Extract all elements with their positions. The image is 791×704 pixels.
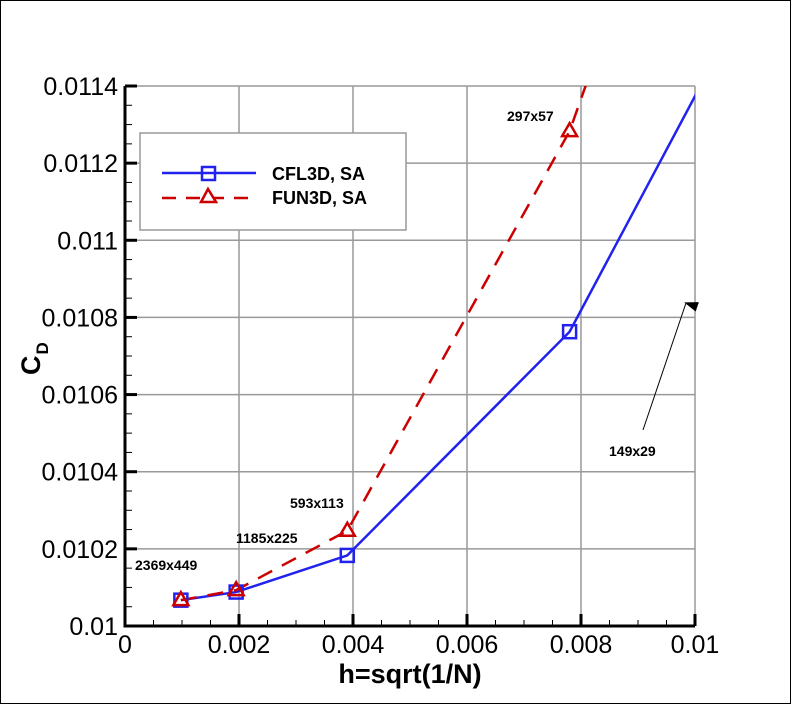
- x-tick-label: 0.006: [436, 631, 499, 659]
- y-tick-label: 0.0106: [42, 382, 118, 410]
- square-marker-icon: [339, 547, 356, 564]
- triangle-marker-icon: [337, 520, 357, 537]
- annotation-1185x225: 1185x225: [236, 530, 298, 546]
- arrow-149x29: [642, 302, 699, 431]
- x-tick-label: 0.004: [322, 631, 385, 659]
- plot-markers: [171, 120, 580, 608]
- x-tick-label: 0.002: [208, 631, 271, 659]
- x-tick-label: 0: [118, 631, 132, 659]
- x-tick-label: 0.008: [550, 631, 613, 659]
- triangle-marker-icon: [559, 120, 580, 138]
- y-tick-label: 0.011: [57, 227, 118, 255]
- grid-lines: [125, 85, 696, 626]
- y-tick-label: 0.0102: [42, 536, 118, 564]
- y-tick-label: 0.0114: [43, 73, 118, 101]
- point-annotations: 2369x449 1185x225 593x113 297x57 149x29: [135, 108, 699, 573]
- y-tick-label: 0.0104: [42, 459, 119, 487]
- series-line-1: [180, 86, 587, 602]
- legend-square-icon: [200, 165, 217, 182]
- annotation-2369x449: 2369x449: [135, 557, 198, 573]
- plot-series: [180, 86, 695, 602]
- axis-titles: h=sqrt(1/N) CD: [16, 342, 482, 689]
- annotation-149x29: 149x29: [609, 443, 656, 459]
- y-axis-title-subscript: D: [33, 342, 52, 354]
- legend-triangle-icon: [198, 186, 219, 204]
- y-axis-title: CD: [16, 342, 52, 375]
- triangle-marker-icon: [171, 589, 191, 607]
- annotation-297x57: 297x57: [507, 108, 554, 124]
- annotation-593x113: 593x113: [290, 495, 344, 511]
- y-tick-label: 0.01: [69, 613, 118, 641]
- series-line-0: [180, 93, 695, 602]
- y-axis-title-main: C: [16, 356, 46, 376]
- legend-label-fun3d: FUN3D, SA: [272, 188, 367, 208]
- legend: CFL3D, SA FUN3D, SA: [139, 132, 407, 231]
- axes: 0 0.002 0.004 0.006 0.008 0.01 0.01 0.0102 0.010…: [42, 73, 720, 659]
- x-axis-title: h=sqrt(1/N): [338, 659, 481, 689]
- y-tick-label: 0.0108: [42, 304, 118, 332]
- triangle-marker-icon: [226, 579, 246, 597]
- legend-label-cfl3d: CFL3D, SA: [272, 164, 365, 184]
- square-marker-icon: [561, 323, 578, 340]
- y-tick-label: 0.0112: [43, 150, 118, 178]
- x-tick-label: 0.01: [671, 631, 720, 659]
